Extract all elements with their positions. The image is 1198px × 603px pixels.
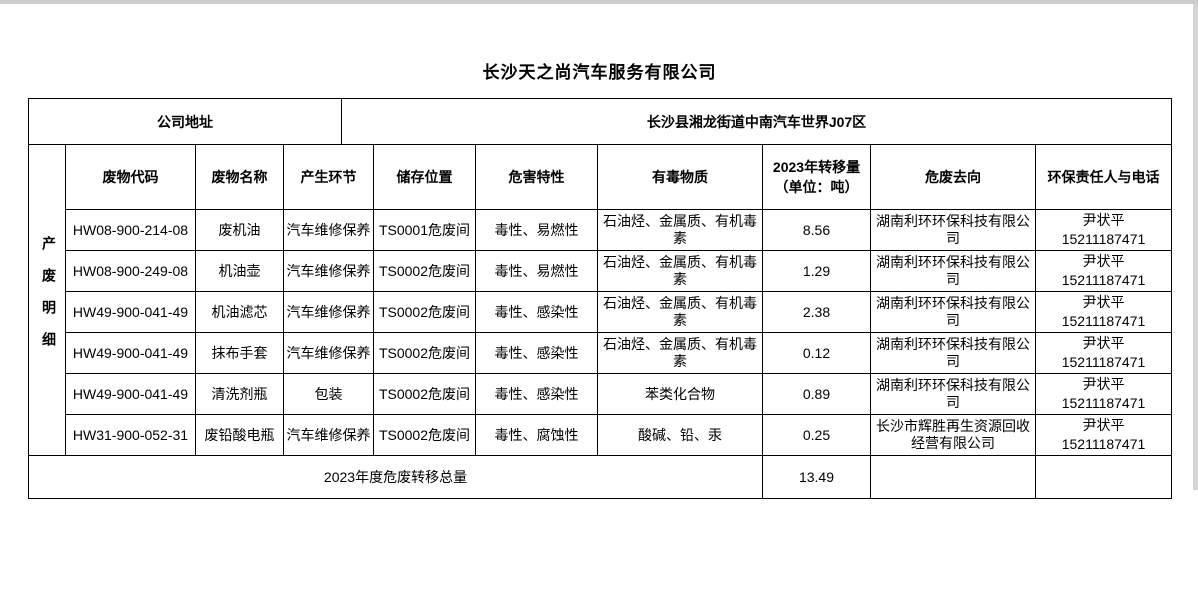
storage-cell: TS0002危废间: [373, 291, 476, 333]
storage-cell: TS0002危废间: [373, 250, 476, 292]
contact-cell: 尹状平 15211187471: [1034, 373, 1173, 415]
header-amount-line1: 2023年转移量: [772, 159, 861, 175]
stage-cell: 汽车维修保养: [283, 332, 374, 374]
storage-cell: TS0002危废间: [373, 414, 476, 456]
header-stage: 产生环节: [283, 144, 374, 210]
contact-person: 尹状平: [1082, 212, 1125, 228]
document: 长沙天之尚汽车服务有限公司 公司地址 长沙县湘龙街道中南汽车世界J07区 产废明…: [28, 0, 1173, 499]
toxic-cell: 酸碱、铅、汞: [597, 414, 763, 456]
waste-code-cell: HW08-900-249-08: [65, 250, 196, 292]
header-waste-code: 废物代码: [65, 144, 196, 210]
row-group-label-cell: 产废明细: [28, 144, 66, 456]
contact-cell: 尹状平 15211187471: [1034, 291, 1173, 333]
destination-cell: 湖南利环环保科技有限公司: [870, 209, 1036, 251]
storage-cell: TS0002危废间: [373, 332, 476, 374]
amount-cell: 0.12: [762, 332, 871, 374]
contact-person: 尹状平: [1082, 335, 1125, 351]
company-address-row: 公司地址 长沙县湘龙街道中南汽车世界J07区: [28, 98, 1173, 145]
amount-cell: 8.56: [762, 209, 871, 251]
company-address-value: 长沙县湘龙街道中南汽车世界J07区: [340, 98, 1173, 145]
company-address-label: 公司地址: [28, 98, 342, 145]
header-destination: 危废去向: [870, 144, 1036, 210]
header-hazard: 危害特性: [475, 144, 598, 210]
contact-cell: 尹状平 15211187471: [1034, 332, 1173, 374]
page-title: 长沙天之尚汽车服务有限公司: [482, 63, 717, 82]
toxic-cell: 石油烃、金属质、有机毒素: [597, 250, 763, 292]
window-top-edge: [0, 0, 1198, 4]
row-group-label: 产废明细: [41, 236, 57, 364]
waste-name-cell: 废铅酸电瓶: [195, 414, 284, 456]
destination-cell: 长沙市辉胜再生资源回收经营有限公司: [870, 414, 1036, 456]
header-amount: 2023年转移量 （单位：吨）: [762, 144, 871, 210]
hazard-cell: 毒性、感染性: [475, 291, 598, 333]
contact-phone: 15211187471: [1061, 231, 1146, 247]
stage-cell: 汽车维修保养: [283, 414, 374, 456]
contact-phone: 15211187471: [1061, 436, 1146, 452]
stage-cell: 汽车维修保养: [283, 209, 374, 251]
total-label-cell: 2023年度危废转移总量: [28, 455, 763, 499]
amount-cell: 2.38: [762, 291, 871, 333]
storage-cell: TS0001危废间: [373, 209, 476, 251]
stage-cell: 汽车维修保养: [283, 291, 374, 333]
contact-phone: 15211187471: [1061, 395, 1146, 411]
total-destination-empty-cell: [870, 455, 1036, 499]
waste-code-cell: HW49-900-041-49: [65, 373, 196, 415]
waste-code-cell: HW08-900-214-08: [65, 209, 196, 251]
contact-cell: 尹状平 15211187471: [1034, 414, 1173, 456]
destination-cell: 湖南利环环保科技有限公司: [870, 332, 1036, 374]
destination-cell: 湖南利环环保科技有限公司: [870, 291, 1036, 333]
header-waste-name: 废物名称: [195, 144, 284, 210]
contact-phone: 15211187471: [1061, 354, 1146, 370]
waste-name-cell: 机油壶: [195, 250, 284, 292]
waste-name-cell: 机油滤芯: [195, 291, 284, 333]
hazard-cell: 毒性、感染性: [475, 332, 598, 374]
waste-code-cell: HW49-900-041-49: [65, 332, 196, 374]
total-amount-cell: 13.49: [762, 455, 871, 499]
contact-person: 尹状平: [1082, 253, 1125, 269]
table-row: HW31-900-052-31 废铅酸电瓶 汽车维修保养 TS0002危废间 毒…: [29, 414, 1173, 456]
contact-person: 尹状平: [1082, 417, 1125, 433]
table-row: HW08-900-249-08 机油壶 汽车维修保养 TS0002危废间 毒性、…: [29, 250, 1173, 292]
amount-cell: 1.29: [762, 250, 871, 292]
scrollbar-track[interactable]: [1193, 4, 1198, 490]
amount-cell: 0.89: [762, 373, 871, 415]
toxic-cell: 石油烃、金属质、有机毒素: [597, 332, 763, 374]
hazard-cell: 毒性、感染性: [475, 373, 598, 415]
total-contact-empty-cell: [1034, 455, 1173, 499]
stage-cell: 包装: [283, 373, 374, 415]
contact-cell: 尹状平 15211187471: [1034, 250, 1173, 292]
hazard-cell: 毒性、易燃性: [475, 250, 598, 292]
toxic-cell: 苯类化合物: [597, 373, 763, 415]
waste-name-cell: 清洗剂瓶: [195, 373, 284, 415]
table-header-row: 产废明细 废物代码 废物名称 产生环节 储存位置 危害特性 有毒物质 2023年…: [28, 144, 1173, 456]
table-row: HW08-900-214-08 废机油 汽车维修保养 TS0001危废间 毒性、…: [29, 209, 1173, 251]
storage-cell: TS0002危废间: [373, 373, 476, 415]
table-row: HW49-900-041-49 清洗剂瓶 包装 TS0002危废间 毒性、感染性…: [29, 373, 1173, 415]
waste-code-cell: HW31-900-052-31: [65, 414, 196, 456]
contact-cell: 尹状平 15211187471: [1034, 209, 1173, 251]
header-storage: 储存位置: [373, 144, 476, 210]
table-total-row: 2023年度危废转移总量 13.49: [28, 455, 1173, 499]
header-contact: 环保责任人与电话: [1034, 144, 1173, 210]
waste-name-cell: 废机油: [195, 209, 284, 251]
waste-code-cell: HW49-900-041-49: [65, 291, 196, 333]
table-row: HW49-900-041-49 抹布手套 汽车维修保养 TS0002危废间 毒性…: [29, 332, 1173, 374]
toxic-cell: 石油烃、金属质、有机毒素: [597, 291, 763, 333]
waste-name-cell: 抹布手套: [195, 332, 284, 374]
amount-cell: 0.25: [762, 414, 871, 456]
waste-details-table: 公司地址 长沙县湘龙街道中南汽车世界J07区 产废明细 废物代码 废物名称 产生…: [28, 98, 1173, 499]
hazard-cell: 毒性、易燃性: [475, 209, 598, 251]
header-toxic: 有毒物质: [597, 144, 763, 210]
hazard-cell: 毒性、腐蚀性: [475, 414, 598, 456]
stage-cell: 汽车维修保养: [283, 250, 374, 292]
toxic-cell: 石油烃、金属质、有机毒素: [597, 209, 763, 251]
contact-phone: 15211187471: [1061, 272, 1146, 288]
contact-phone: 15211187471: [1061, 313, 1146, 329]
table-row: HW49-900-041-49 机油滤芯 汽车维修保养 TS0002危废间 毒性…: [29, 291, 1173, 333]
destination-cell: 湖南利环环保科技有限公司: [870, 250, 1036, 292]
contact-person: 尹状平: [1082, 376, 1125, 392]
header-amount-line2: （单位：吨）: [774, 179, 859, 195]
destination-cell: 湖南利环环保科技有限公司: [870, 373, 1036, 415]
contact-person: 尹状平: [1082, 294, 1125, 310]
